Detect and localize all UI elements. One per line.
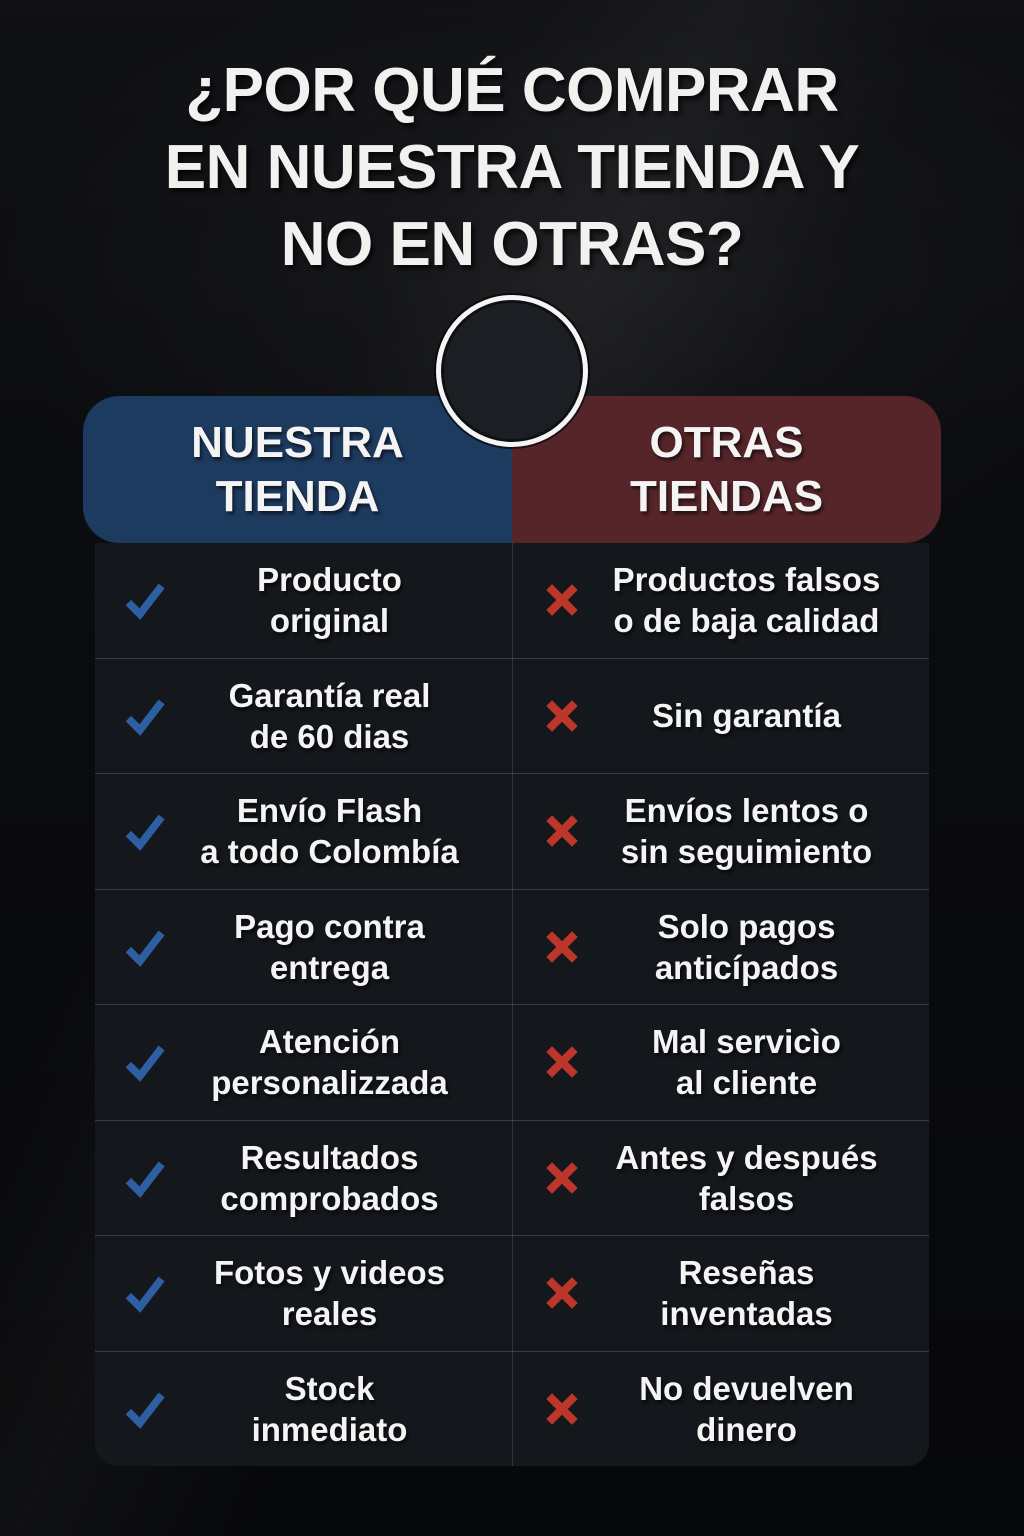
table-row: Resultados comprobados Antes y después f… xyxy=(95,1121,929,1236)
other-stores-text: Reseñas inventadas xyxy=(660,1254,833,1333)
other-stores-cell: Productos falsos o de baja calidad xyxy=(512,543,929,658)
check-icon xyxy=(117,1039,173,1085)
other-stores-text: Sin garantía xyxy=(652,697,841,735)
other-stores-cell: Reseñas inventadas xyxy=(512,1236,929,1351)
table-row: Envío Flash a todo Colombía Envíos lento… xyxy=(95,774,929,890)
table-row: Pago contra entrega Solo pagos anticípad… xyxy=(95,890,929,1005)
other-stores-text: Mal servicìo al cliente xyxy=(652,1023,841,1102)
other-stores-text: No devuelven dinero xyxy=(639,1369,854,1448)
logo-circle xyxy=(436,295,588,447)
our-store-text: Atención personalizzada xyxy=(211,1023,448,1102)
our-store-text: Producto original xyxy=(257,561,402,640)
our-store-cell: Pago contra entrega xyxy=(95,890,512,1005)
x-icon xyxy=(534,1272,590,1314)
our-store-text: Pago contra entrega xyxy=(234,907,425,986)
other-stores-cell: Mal servicìo al cliente xyxy=(512,1005,929,1120)
our-store-cell: Garantía real de 60 dias xyxy=(95,659,512,774)
our-store-cell: Resultados comprobados xyxy=(95,1121,512,1236)
x-icon xyxy=(534,1157,590,1199)
check-icon xyxy=(117,1270,173,1316)
our-store-cell: Producto original xyxy=(95,543,512,658)
other-stores-text: Productos falsos o de baja calidad xyxy=(612,561,881,640)
other-stores-cell: Envíos lentos o sin seguimiento xyxy=(512,774,929,889)
our-store-cell: Stock inmediato xyxy=(95,1352,512,1467)
our-store-text: Garantía real de 60 dias xyxy=(228,676,431,755)
check-icon xyxy=(117,693,173,739)
check-icon xyxy=(117,1155,173,1201)
comparison-table: NUESTRA TIENDA OTRAS TIENDAS Producto or… xyxy=(83,396,941,1466)
other-stores-cell: No devuelven dinero xyxy=(512,1352,929,1467)
our-store-text: Stock inmediato xyxy=(251,1369,408,1448)
x-icon xyxy=(534,579,590,621)
x-icon xyxy=(534,810,590,852)
our-store-text: Envío Flash a todo Colombía xyxy=(200,792,459,871)
check-icon xyxy=(117,577,173,623)
x-icon xyxy=(534,926,590,968)
our-store-text: Fotos y videos reales xyxy=(213,1254,446,1333)
table-header-row: NUESTRA TIENDA OTRAS TIENDAS xyxy=(83,396,941,543)
column-header-our-store: NUESTRA TIENDA xyxy=(83,396,512,543)
other-stores-cell: Antes y después falsos xyxy=(512,1121,929,1236)
our-store-cell: Atención personalizzada xyxy=(95,1005,512,1120)
column-header-other-stores: OTRAS TIENDAS xyxy=(512,396,941,543)
check-icon xyxy=(117,924,173,970)
table-row: Atención personalizzada Mal servicìo al … xyxy=(95,1005,929,1121)
column-divider xyxy=(512,543,513,1466)
check-icon xyxy=(117,808,173,854)
table-row: Fotos y videos reales Reseñas inventadas xyxy=(95,1236,929,1352)
other-stores-text: Envíos lentos o sin seguimiento xyxy=(620,792,873,871)
other-stores-cell: Sin garantía xyxy=(512,659,929,774)
page-title: ¿POR QUÉ COMPRAR EN NUESTRA TIENDA Y NO … xyxy=(164,56,860,279)
table-row: Garantía real de 60 dias Sin garantía xyxy=(95,659,929,774)
check-icon xyxy=(117,1386,173,1432)
table-body: Producto original Productos falsos o de … xyxy=(95,543,929,1466)
table-row: Producto original Productos falsos o de … xyxy=(95,543,929,659)
our-store-cell: Envío Flash a todo Colombía xyxy=(95,774,512,889)
table-row: Stock inmediato No devuelven dinero xyxy=(95,1352,929,1467)
our-store-cell: Fotos y videos reales xyxy=(95,1236,512,1351)
other-stores-cell: Solo pagos anticípados xyxy=(512,890,929,1005)
our-store-text: Resultados comprobados xyxy=(220,1138,439,1217)
x-icon xyxy=(534,1388,590,1430)
x-icon xyxy=(534,695,590,737)
other-stores-text: Antes y después falsos xyxy=(615,1138,878,1217)
other-stores-text: Solo pagos anticípados xyxy=(654,907,839,986)
x-icon xyxy=(534,1041,590,1083)
